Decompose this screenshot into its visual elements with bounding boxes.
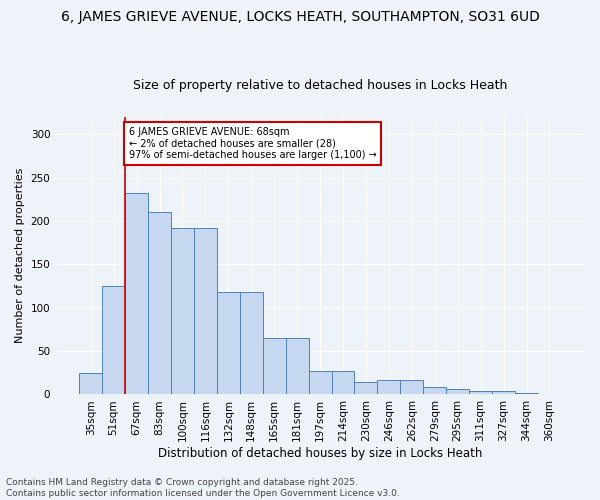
Bar	[286, 338, 308, 394]
Text: 6, JAMES GRIEVE AVENUE, LOCKS HEATH, SOUTHAMPTON, SO31 6UD: 6, JAMES GRIEVE AVENUE, LOCKS HEATH, SOU…	[61, 10, 539, 24]
Title: Size of property relative to detached houses in Locks Heath: Size of property relative to detached ho…	[133, 79, 507, 92]
Bar	[446, 390, 469, 394]
Bar	[263, 338, 286, 394]
Text: Contains HM Land Registry data © Crown copyright and database right 2025.
Contai: Contains HM Land Registry data © Crown c…	[6, 478, 400, 498]
Bar	[240, 292, 263, 394]
Bar	[377, 380, 400, 394]
Bar	[332, 371, 355, 394]
Bar	[102, 286, 125, 395]
Bar	[492, 391, 515, 394]
Bar	[194, 228, 217, 394]
Bar	[400, 380, 423, 394]
Bar	[355, 382, 377, 394]
X-axis label: Distribution of detached houses by size in Locks Heath: Distribution of detached houses by size …	[158, 447, 482, 460]
Bar	[171, 228, 194, 394]
Bar	[79, 373, 102, 394]
Bar	[217, 292, 240, 394]
Bar	[423, 386, 446, 394]
Bar	[469, 391, 492, 394]
Bar	[515, 392, 538, 394]
Bar	[148, 212, 171, 394]
Bar	[125, 193, 148, 394]
Bar	[308, 371, 332, 394]
Text: 6 JAMES GRIEVE AVENUE: 68sqm
← 2% of detached houses are smaller (28)
97% of sem: 6 JAMES GRIEVE AVENUE: 68sqm ← 2% of det…	[128, 127, 376, 160]
Y-axis label: Number of detached properties: Number of detached properties	[15, 168, 25, 344]
